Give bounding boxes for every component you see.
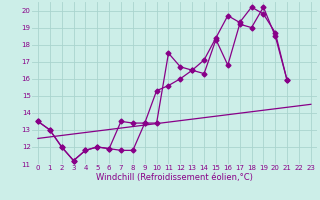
X-axis label: Windchill (Refroidissement éolien,°C): Windchill (Refroidissement éolien,°C) <box>96 173 253 182</box>
